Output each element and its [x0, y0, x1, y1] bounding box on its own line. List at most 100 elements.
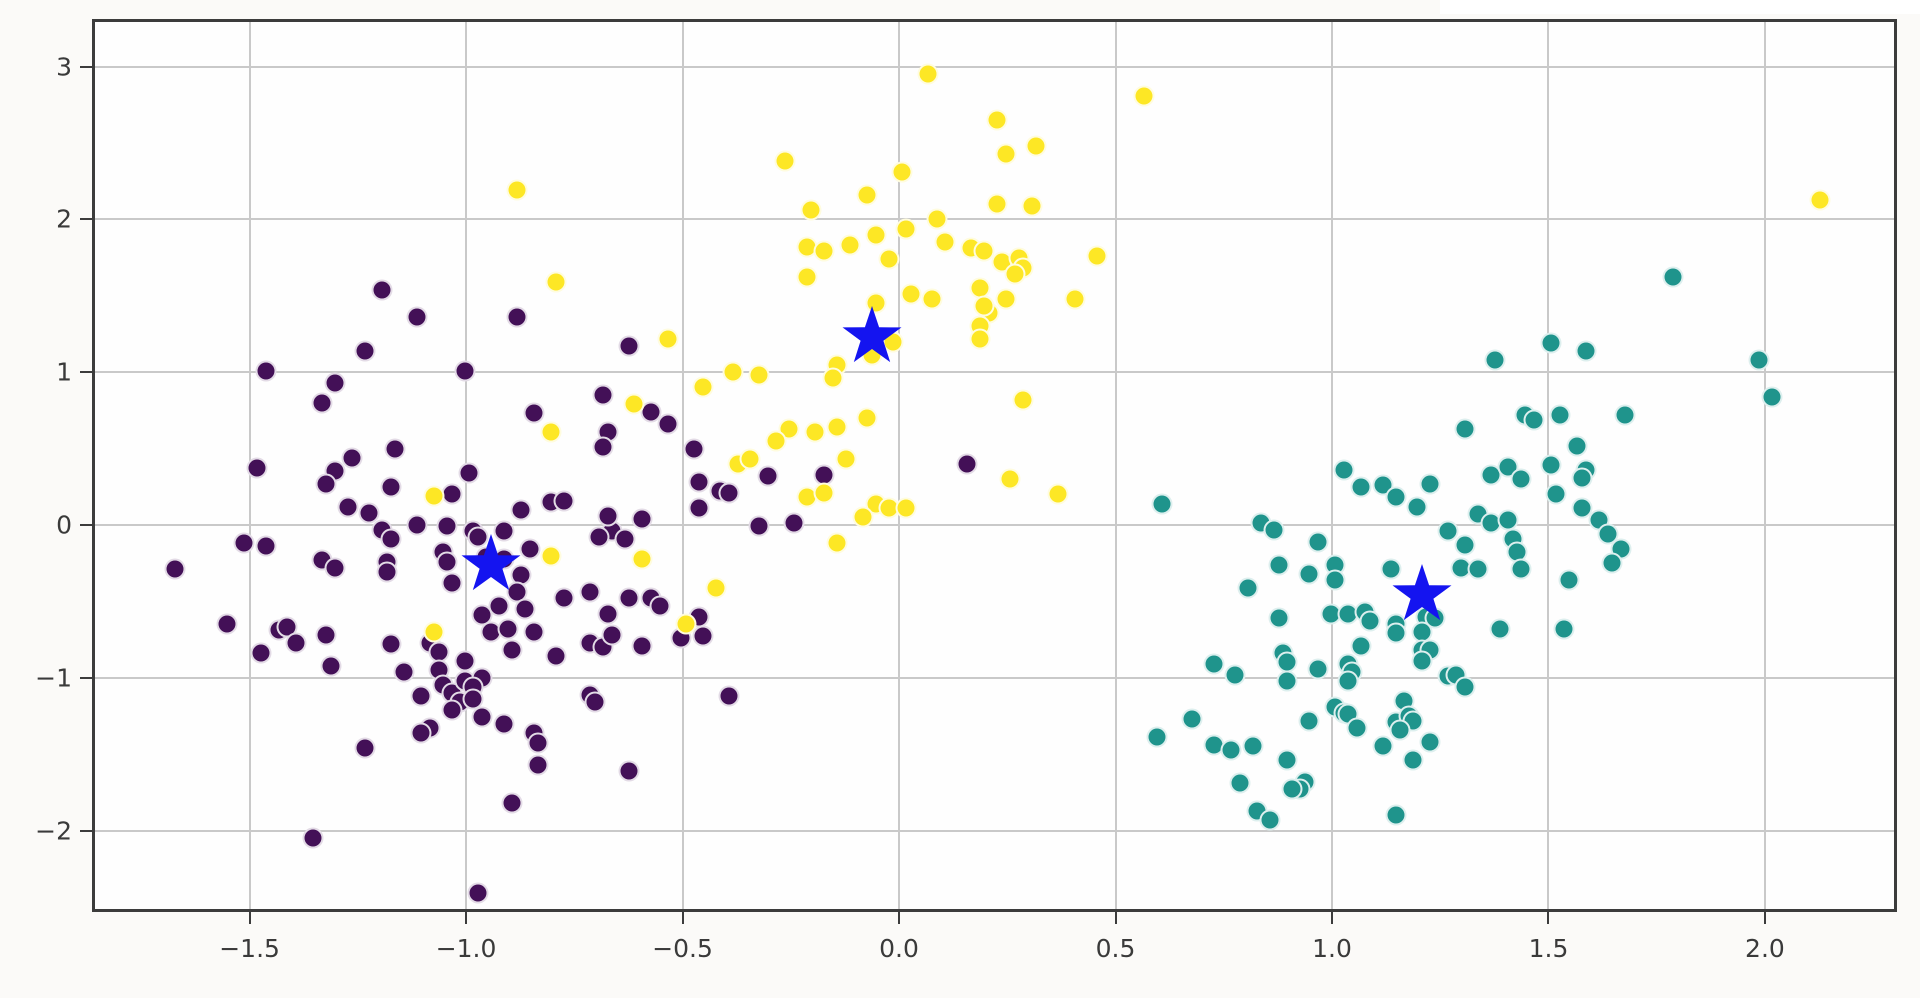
scatter-point-cluster-2-teal [1597, 523, 1619, 545]
scatter-point-cluster-0-purple [597, 505, 619, 527]
x-tick-label: −1.0 [435, 934, 497, 963]
scatter-point-cluster-0-purple [164, 558, 186, 580]
scatter-point-cluster-1-yellow [657, 328, 679, 350]
scatter-point-cluster-0-purple [315, 473, 337, 495]
scatter-point-cluster-0-purple [337, 496, 359, 518]
scatter-point-cluster-2-teal [1385, 804, 1407, 826]
scatter-point-cluster-0-purple [631, 635, 653, 657]
x-tick-label: 0.0 [879, 934, 919, 963]
scatter-point-cluster-0-purple [341, 447, 363, 469]
scatter-point-cluster-2-teal [1389, 719, 1411, 741]
scatter-point-cluster-0-purple [618, 587, 640, 609]
scatter-point-cluster-2-teal [1298, 563, 1320, 585]
scatter-point-cluster-0-purple [718, 482, 740, 504]
scatter-point-cluster-2-teal [1268, 607, 1290, 629]
scatter-point-cluster-0-purple [692, 625, 714, 647]
centroid-star-icon [459, 531, 523, 599]
scatter-point-cluster-2-teal [1372, 735, 1394, 757]
scatter-point-cluster-2-teal [1385, 486, 1407, 508]
scatter-point-cluster-0-purple [467, 526, 489, 548]
scatter-point-cluster-0-purple [614, 528, 636, 550]
x-tick-label: −1.5 [219, 934, 280, 963]
scatter-point-cluster-0-purple [748, 515, 770, 537]
scatter-point-cluster-2-teal [1454, 676, 1476, 698]
scatter-point-cluster-0-purple [783, 512, 805, 534]
y-tick-label: 0 [56, 510, 72, 540]
scatter-point-cluster-1-yellow [969, 328, 991, 350]
scatter-point-cluster-1-yellow [423, 485, 445, 507]
scatter-point-cluster-1-yellow [722, 361, 744, 383]
scatter-point-cluster-2-teal [1380, 558, 1402, 580]
scatter-point-cluster-0-purple [488, 595, 510, 617]
scatter-point-cluster-1-yellow [856, 407, 878, 429]
scatter-point-cluster-1-yellow [675, 613, 697, 635]
scatter-point-cluster-0-purple [501, 639, 523, 661]
scatter-point-cluster-2-teal [1203, 653, 1225, 675]
scatter-point-cluster-0-purple [376, 561, 398, 583]
scatter-point-cluster-1-yellow [826, 532, 848, 554]
scatter-point-cluster-0-purple [285, 632, 307, 654]
x-tick-mark [681, 912, 684, 924]
scatter-point-cluster-0-purple [649, 595, 671, 617]
scatter-point-cluster-2-teal [1662, 266, 1684, 288]
gridline-horizontal [95, 218, 1894, 221]
x-tick-label: 1.5 [1528, 934, 1569, 963]
scatter-point-cluster-0-purple [493, 520, 515, 542]
scatter-point-cluster-0-purple [514, 598, 536, 620]
scatter-point-cluster-1-yellow [813, 482, 835, 504]
scatter-point-cluster-2-teal [1540, 454, 1562, 476]
scatter-point-cluster-2-teal [1549, 404, 1571, 426]
scatter-point-cluster-1-yellow [423, 621, 445, 643]
scatter-point-cluster-2-teal [1454, 418, 1476, 440]
scatter-point-cluster-0-purple [454, 360, 476, 382]
y-tick-mark [80, 371, 92, 374]
scatter-point-cluster-1-yellow [999, 468, 1021, 490]
gridline-horizontal [95, 524, 1894, 526]
x-tick-label: 1.0 [1312, 934, 1352, 963]
scatter-point-cluster-0-purple [436, 515, 458, 537]
scatter-point-cluster-2-teal [1467, 558, 1489, 580]
scatter-point-cluster-1-yellow [1086, 245, 1108, 267]
scatter-point-cluster-1-yellow [1047, 483, 1069, 505]
scatter-point-cluster-0-purple [393, 661, 415, 683]
scatter-point-cluster-2-teal [1281, 778, 1303, 800]
scatter-point-cluster-2-teal [1276, 670, 1298, 692]
x-tick-label: −0.5 [652, 934, 713, 963]
scatter-point-cluster-0-purple [441, 572, 463, 594]
scatter-point-cluster-2-teal [1571, 467, 1593, 489]
scatter-point-cluster-2-teal [1761, 386, 1783, 408]
y-tick-mark [80, 65, 92, 68]
scatter-point-cluster-0-purple [688, 471, 710, 493]
scatter-point-cluster-1-yellow [895, 497, 917, 519]
scatter-point-cluster-2-teal [1419, 731, 1441, 753]
scatter-point-cluster-1-yellow [1012, 389, 1034, 411]
y-tick-label: 3 [56, 52, 72, 82]
plot-area [92, 19, 1897, 912]
y-tick-mark [80, 524, 92, 526]
scatter-point-cluster-1-yellow [1809, 189, 1831, 211]
scatter-point-cluster-1-yellow [1133, 85, 1155, 107]
scatter-point-cluster-0-purple [255, 535, 277, 557]
scatter-point-cluster-2-teal [1558, 569, 1580, 591]
scatter-point-cluster-2-teal [1454, 534, 1476, 556]
scatter-point-cluster-1-yellow [804, 421, 826, 443]
gridline-vertical [1763, 22, 1766, 909]
scatter-point-cluster-1-yellow [813, 240, 835, 262]
scatter-point-cluster-0-purple [506, 306, 528, 328]
scatter-point-cluster-1-yellow [1004, 263, 1026, 285]
scatter-point-cluster-0-purple [657, 413, 679, 435]
scatter-point-cluster-2-teal [1575, 340, 1597, 362]
scatter-point-cluster-2-teal [1268, 554, 1290, 576]
scatter-point-cluster-1-yellow [545, 271, 567, 293]
x-tick-label: 2.0 [1745, 934, 1785, 963]
scatter-point-cluster-0-purple [527, 754, 549, 776]
scatter-point-cluster-2-teal [1350, 476, 1372, 498]
scatter-point-cluster-0-purple [597, 603, 619, 625]
scatter-point-cluster-2-teal [1510, 558, 1532, 580]
y-tick-label: −2 [35, 816, 72, 846]
scatter-point-cluster-1-yellow [973, 240, 995, 262]
scatter-point-cluster-0-purple [523, 621, 545, 643]
scatter-point-cluster-0-purple [553, 490, 575, 511]
scatter-point-cluster-1-yellow [540, 421, 562, 443]
scatter-point-cluster-0-purple [320, 655, 342, 676]
